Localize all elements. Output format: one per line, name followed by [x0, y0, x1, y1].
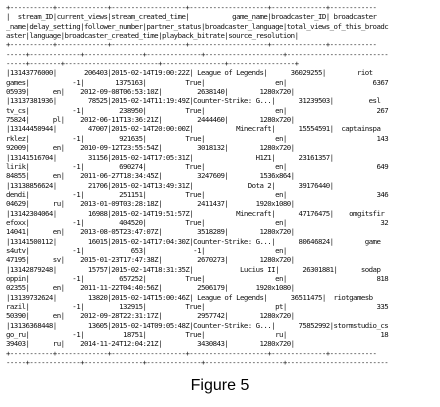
console-line: s4utv| -1| 653| -1| en|: [6, 245, 389, 255]
console-line: |13141516704| 31156|2015-02-14T17:05:31Z…: [6, 152, 381, 162]
console-line: 75824| pl| 2012-06-11T13:36:21Z| 2444460…: [6, 115, 295, 125]
console-line: +-----------+-------------+-------------…: [6, 3, 377, 12]
console-line: | stream_ID|current_views|stream_created…: [6, 12, 377, 22]
console-line: 84855| en| 2011-06-27T18:34:45Z| 3247609…: [6, 171, 295, 181]
console-line: go_ru| -1| 18751| True| ru| 18: [6, 330, 389, 340]
console-line: -----+--------+------------------------+…: [6, 59, 299, 69]
console-line: games| -1| 1375163| True| en| 6367: [6, 77, 389, 87]
console-line: -----+-------------+---------------+----…: [6, 49, 389, 59]
console-line: 50390| en| 2012-09-28T22:31:17Z| 2957742…: [6, 311, 295, 321]
console-line: lirik| -1| 690274| True| en| 649: [6, 161, 389, 171]
console-line: |13144450944| 47007|2015-02-14T20:00:00Z…: [6, 124, 381, 134]
console-line: |13142304064| 16988|2015-02-14T19:51:57Z…: [6, 208, 385, 218]
figure-caption: Figure 5: [190, 377, 250, 394]
console-line: |13141500112| 16015|2015-02-14T17:04:30Z…: [6, 236, 381, 246]
console-line: |13136368448| 13605|2015-02-14T09:05:48Z…: [6, 320, 389, 330]
table-text: +-----------+-------------+-------------…: [6, 3, 440, 368]
console-line: _name|delay_setting|follower_number|part…: [6, 21, 389, 31]
console-line: 02355| en| 2011-11-22T04:40:56Z| 2506179…: [6, 283, 295, 293]
console-line: aster|language|broadcaster_created_time|…: [6, 31, 299, 41]
console-line: 92009| en| 2010-09-12T23:55:54Z| 3018132…: [6, 143, 295, 153]
console-line: dendi| -1| 251151| True| en| 346: [6, 189, 389, 199]
console-line: +-----------+-------------+-------------…: [6, 40, 377, 50]
console-line: |13138856624| 21706|2015-02-14T13:49:31Z…: [6, 180, 381, 190]
console-line: efoxx| -1| 404520| True| en| 32: [6, 217, 389, 227]
console-line: rklez| -1| 921635| True| en| 143: [6, 133, 389, 143]
console-line: |13139732624| 13820|2015-02-14T15:00:46Z…: [6, 292, 373, 302]
console-line: 14041| en| 2013-08-05T23:47:07Z| 3518289…: [6, 227, 295, 237]
console-line: 04629| ru| 2013-01-09T03:28:18Z| 2411437…: [6, 199, 295, 209]
console-line: razil| -1| 132915| True| pt| 335: [6, 302, 389, 311]
console-line: +-----------+-------------+-------------…: [6, 348, 377, 358]
console-output: +-----------+-------------+-------------…: [6, 3, 440, 368]
console-line: tv_cs| -1| 238950| True| en| 267: [6, 105, 389, 115]
console-line: 05939| en| 2012-09-08T06:53:10Z| 2638140…: [6, 87, 295, 97]
console-line: 47195| sv| 2015-01-23T17:47:38Z| 2670273…: [6, 255, 295, 265]
console-line: -----+--------+------------------------+…: [6, 367, 299, 368]
console-line: |13142879248| 15757|2015-02-14T18:31:35Z…: [6, 264, 381, 274]
console-line: |13137381936| 78525|2015-02-14T11:19:49Z…: [6, 96, 381, 106]
console-line: |13143776000| 206403|2015-02-14T19:00:22…: [6, 68, 373, 78]
console-line: 39403| ru| 2014-11-24T12:04:21Z| 3430843…: [6, 339, 295, 349]
console-line: oppin| -1| 657252| True| en| 818: [6, 273, 389, 283]
console-line: -----+-------------+---------------+----…: [6, 358, 389, 368]
